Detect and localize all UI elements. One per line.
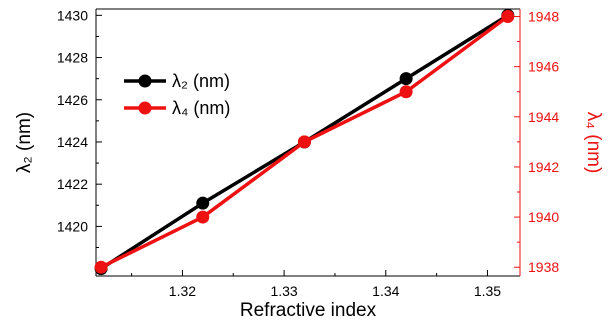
left-y-tick-label: 1424	[57, 134, 88, 150]
right-y-tick-label: 1948	[528, 9, 559, 25]
legend-marker-lambda4	[138, 101, 152, 115]
x-tick-label: 1.34	[372, 283, 399, 299]
series-layer	[94, 8, 515, 276]
x-tick-label: 1.33	[270, 283, 297, 299]
x-axis-title: Refractive index	[240, 300, 377, 321]
right-y-axis-title: λ₄ (nm)	[583, 112, 604, 174]
series-point-0	[399, 72, 413, 86]
right-y-tick-label: 1940	[528, 209, 559, 225]
x-tick-label: 1.32	[169, 283, 196, 299]
left-y-tick-label: 1422	[57, 176, 88, 192]
legend-label-lambda2: λ₂ (nm)	[172, 71, 230, 91]
series-point-1	[501, 10, 515, 24]
left-y-axis-title: λ₂ (nm)	[14, 112, 35, 173]
left-y-tick-label: 1428	[57, 50, 88, 66]
series-point-1	[297, 135, 311, 149]
left-y-tick-label: 1426	[57, 92, 88, 108]
right-y-tick-label: 1938	[528, 259, 559, 275]
series-point-1	[196, 210, 210, 224]
x-tick-label: 1.35	[474, 283, 501, 299]
legend-item-lambda2: λ₂ (nm)	[124, 71, 230, 91]
plot-frame	[95, 8, 521, 277]
legend-item-lambda4: λ₄ (nm)	[124, 98, 230, 118]
right-y-tick-label: 1946	[528, 59, 559, 75]
series-point-1	[399, 85, 413, 99]
left-y-axis: 1420 1422 1424 1426 1428 1430	[57, 7, 102, 249]
left-y-tick-label: 1430	[57, 7, 88, 23]
left-y-tick-label: 1420	[57, 218, 88, 234]
legend-label-lambda4: λ₄ (nm)	[172, 98, 230, 118]
legend-marker-lambda2	[138, 74, 152, 88]
legend: λ₂ (nm) λ₄ (nm)	[124, 71, 230, 118]
series-point-0	[196, 196, 210, 210]
right-y-axis: 1938 1940 1942 1944 1946 1948	[514, 9, 559, 275]
right-y-tick-label: 1944	[528, 109, 559, 125]
series-point-1	[94, 260, 108, 274]
right-y-tick-label: 1942	[528, 159, 559, 175]
x-axis: 1.32 1.33 1.34 1.35	[131, 270, 501, 299]
